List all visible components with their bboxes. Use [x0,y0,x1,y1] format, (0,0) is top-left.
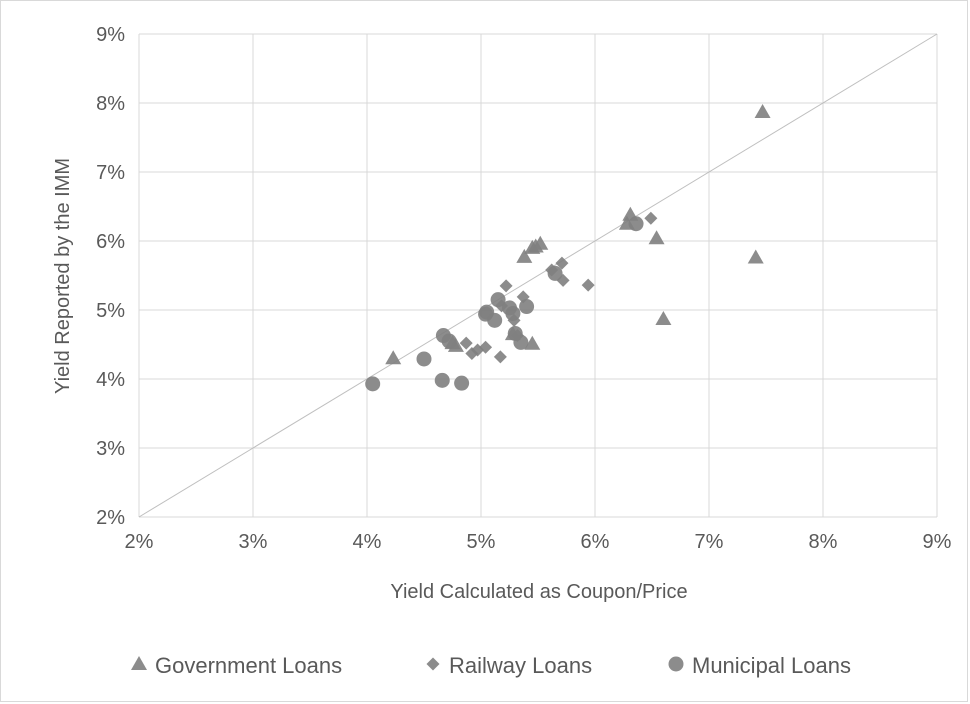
triangle-point [655,310,672,325]
y-tick-label: 9% [96,24,125,46]
y-tick-label: 4% [96,369,125,391]
diamond-point [499,279,513,293]
x-tick-label: 3% [239,531,268,553]
reference-line-group [138,33,938,518]
reference-line [138,33,938,518]
x-tick-label: 2% [125,531,154,553]
circle-point [416,351,432,367]
series-railway-loans [459,211,658,364]
y-tick-label: 3% [96,438,125,460]
diamond-point [459,336,473,350]
x-tick-label: 7% [695,531,724,553]
legend-item-railway-loans: Railway Loans [426,653,592,678]
legend-triangle-icon [131,656,147,670]
legend-diamond-icon [426,657,440,671]
circle-point [487,312,503,328]
y-tick-label: 7% [96,162,125,184]
diamond-point [644,211,658,225]
circle-point [519,299,535,315]
legend: Government Loans Railway Loans Municipal L… [131,653,851,678]
triangle-point [747,249,764,264]
circle-point [513,334,529,350]
series-government-loans [385,103,771,365]
legend-label: Municipal Loans [692,653,851,678]
diamond-point [581,278,595,292]
triangle-point [532,235,549,250]
series-municipal-loans [365,216,644,392]
x-tick-label: 6% [581,531,610,553]
circle-point [628,216,644,232]
y-tick-label: 6% [96,231,125,253]
x-tick-label: 5% [467,531,496,553]
triangle-point [648,230,665,245]
x-tick-label: 4% [353,531,382,553]
y-axis-label: Yield Reported by the IMM [52,158,74,394]
legend-item-municipal-loans: Municipal Loans [668,653,851,678]
triangle-point [524,335,541,350]
y-axis-ticks: 2% 3% 4% 5% 6% 7% 8% 9% [96,24,125,529]
circle-point [365,376,381,392]
y-tick-label: 2% [96,507,125,529]
y-tick-label: 5% [96,300,125,322]
circle-point [547,265,563,281]
triangle-point [447,337,464,352]
diamond-point [555,256,569,270]
circle-point [490,292,506,308]
x-axis-ticks: 2% 3% 4% 5% 6% 7% 8% 9% [125,531,952,553]
y-tick-label: 8% [96,93,125,115]
legend-label: Railway Loans [449,653,592,678]
circle-point [441,333,457,349]
triangle-point [754,103,771,118]
legend-label: Government Loans [155,653,342,678]
circle-point [454,375,470,391]
diamond-point [479,340,493,354]
triangle-point [385,350,402,365]
diamond-point [493,350,507,364]
x-axis-label: Yield Calculated as Coupon/Price [390,581,687,603]
circle-point [505,305,521,321]
circle-point [434,372,450,388]
x-tick-label: 9% [923,531,952,553]
x-tick-label: 8% [809,531,838,553]
data-points [365,103,771,392]
triangle-point [516,248,533,263]
legend-circle-icon [668,656,684,672]
legend-item-government-loans: Government Loans [131,653,342,678]
